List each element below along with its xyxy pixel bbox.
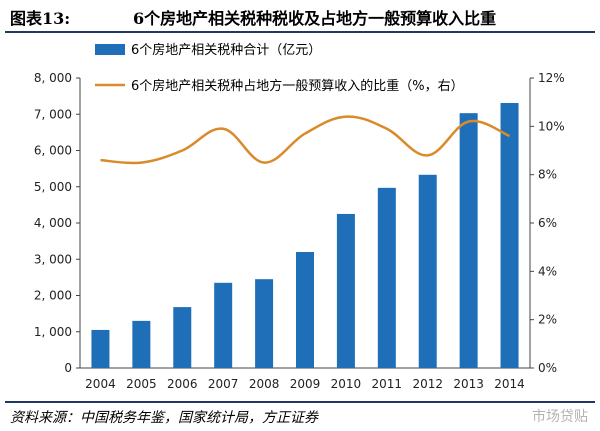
x-tick-label: 2009 [290,377,321,391]
source-note: 资料来源：中国税务年鉴，国家统计局，方正证券 [10,410,318,426]
legend-label-line: 6个房地产相关税种占地方一般预算收入的比重（%，右） [131,78,464,94]
x-tick-label: 2006 [167,377,198,391]
bar-series [91,103,519,368]
y-left-tick-label: 0 [64,361,72,375]
x-tick-label: 2004 [85,377,116,391]
y-left-tick-label: 4, 000 [34,216,72,230]
axes: 0 1, 000 2, 000 3, 000 4, 000 5, 000 6, 000 7, … [34,71,565,391]
bar [500,103,519,368]
x-tick-label: 2007 [208,377,239,391]
y-right-tick-label: 12% [538,71,565,85]
x-tick-label: 2005 [126,377,157,391]
legend-swatch-bar [95,44,125,55]
y-right-tick-label: 0% [538,361,557,375]
x-tick-label: 2010 [331,377,362,391]
bar [418,174,437,368]
bar [214,282,233,368]
bar [91,329,110,368]
figure-header: 图表13: 6个房地产相关税种税收及占地方一般预算收入比重 [0,0,600,28]
line-series [100,115,511,165]
top-rule [5,31,595,33]
chart-area: 6个房地产相关税种合计（亿元） 6个房地产相关税种占地方一般预算收入的比重（%，… [34,42,565,391]
y-right-tick-label: 4% [538,264,557,278]
bar [336,213,355,368]
y-right-tick-label: 8% [538,168,557,182]
y-left-tick-label: 1, 000 [34,325,72,339]
bar [173,307,192,368]
bar [459,113,478,368]
figure-title: 6个房地产相关税种税收及占地方一般预算收入比重 [133,9,497,28]
line-path [100,115,511,165]
x-tick-label: 2013 [453,377,484,391]
y-right-tick-label: 2% [538,313,557,327]
x-tick-label: 2014 [494,377,525,391]
legend: 6个房地产相关税种合计（亿元） 6个房地产相关税种占地方一般预算收入的比重（%，… [95,42,464,94]
bottom-rule [5,401,595,403]
y-right-tick-label: 6% [538,216,557,230]
figure-number: 图表13: [10,9,71,28]
y-right-tick-label: 10% [538,119,565,133]
bar [132,320,151,368]
legend-label-bar: 6个房地产相关税种合计（亿元） [131,42,321,58]
y-left-tick-label: 2, 000 [34,289,72,303]
bar [255,279,274,368]
bar [296,252,314,368]
y-left-tick-label: 8, 000 [34,71,72,85]
x-tick-label: 2008 [249,377,280,391]
y-left-tick-label: 6, 000 [34,144,72,158]
x-tick-label: 2011 [372,377,403,391]
watermark: 市场贷贴 [532,409,588,425]
x-tick-label: 2012 [412,377,443,391]
y-left-tick-label: 3, 000 [34,252,72,266]
y-left-tick-label: 7, 000 [34,107,72,121]
bar [377,187,396,368]
y-left-tick-label: 5, 000 [34,180,72,194]
